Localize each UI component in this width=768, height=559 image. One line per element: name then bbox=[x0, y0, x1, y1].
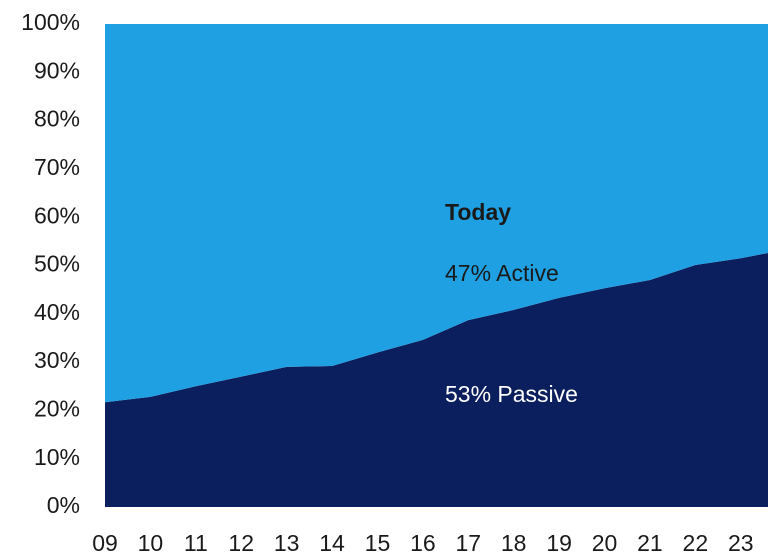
annotation: 53% Passive bbox=[445, 381, 578, 407]
x-tick-label: 22 bbox=[683, 530, 709, 556]
x-tick-label: 09 bbox=[92, 530, 118, 556]
y-tick-label: 0% bbox=[47, 492, 80, 518]
plot-area bbox=[105, 24, 768, 507]
area bbox=[105, 252, 768, 507]
x-tick-label: 17 bbox=[455, 530, 481, 556]
x-tick-label: 15 bbox=[365, 530, 391, 556]
y-tick-label: 20% bbox=[34, 395, 80, 421]
y-tick-label: 40% bbox=[34, 299, 80, 325]
y-tick-label: 50% bbox=[34, 251, 80, 277]
x-tick-label: 13 bbox=[274, 530, 300, 556]
x-tick-label: 19 bbox=[546, 530, 572, 556]
y-tick-label: 100% bbox=[21, 9, 80, 35]
y-tick-label: 90% bbox=[34, 57, 80, 83]
y-tick-label: 30% bbox=[34, 347, 80, 373]
y-tick-label: 80% bbox=[34, 106, 80, 132]
x-tick-label: 21 bbox=[637, 530, 663, 556]
x-tick-label: 23 bbox=[728, 530, 754, 556]
annotation: Today bbox=[445, 199, 511, 225]
y-tick-label: 70% bbox=[34, 154, 80, 180]
x-tick-label: 20 bbox=[592, 530, 618, 556]
annotation: 47% Active bbox=[445, 260, 559, 286]
area bbox=[105, 24, 768, 403]
x-tick-label: 14 bbox=[319, 530, 345, 556]
x-tick-label: 11 bbox=[184, 530, 208, 556]
x-tick-label: 18 bbox=[501, 530, 527, 556]
x-tick-label: 10 bbox=[138, 530, 164, 556]
x-tick-label: 16 bbox=[410, 530, 436, 556]
y-tick-label: 10% bbox=[34, 444, 80, 470]
x-tick-label: 12 bbox=[228, 530, 254, 556]
y-tick-label: 60% bbox=[34, 202, 80, 228]
